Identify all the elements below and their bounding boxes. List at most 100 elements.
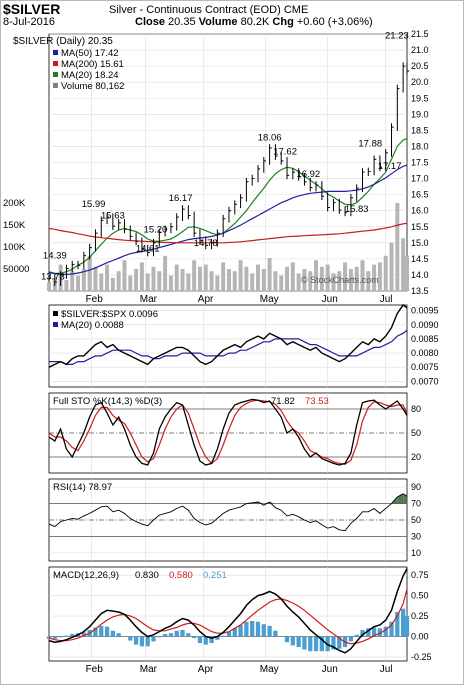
volume-bar — [389, 242, 394, 291]
price-legend-1: MA(200) 15.61 — [61, 59, 124, 70]
volume-bar — [145, 273, 150, 291]
price-y-tick-0: 13.5 — [411, 286, 429, 296]
macd-x-label-3: May — [260, 664, 279, 675]
ticker-symbol: $SILVER — [3, 1, 61, 17]
price-y-tick-11: 19.0 — [411, 109, 429, 119]
macd-x-label-0: Feb — [86, 664, 104, 675]
price-legend-3: Volume 80,162 — [61, 81, 124, 92]
price-x-label-5: Jul — [380, 294, 393, 305]
volume-bar — [244, 266, 249, 291]
macd-histogram-bar — [99, 625, 104, 637]
ratio-y-tick-4: 0.0090 — [411, 320, 439, 330]
macd-panel — [48, 566, 408, 662]
macd-title: MACD(12,26,9) — [53, 570, 119, 581]
rsi-overbought-fill — [403, 493, 407, 504]
volume-bar — [325, 264, 330, 291]
macd-histogram-bar — [273, 630, 278, 637]
chg-value: +0.60 (+3.06%) — [296, 16, 373, 28]
volume-bar — [343, 262, 348, 291]
macd-histogram-bar — [133, 636, 139, 645]
macd-histogram-bar — [404, 616, 410, 637]
price-annotation-10: 16.92 — [296, 169, 320, 180]
macd-x-label-5: Jul — [380, 664, 393, 675]
stochastic-y-tick-1: 50 — [411, 428, 421, 438]
price-annotation-0: 13.73 — [41, 272, 65, 283]
macd-histogram-bar — [354, 634, 359, 637]
volume-bar — [209, 271, 214, 291]
macd-histogram-bar — [58, 636, 63, 638]
stochastic-k-line — [48, 398, 408, 466]
macd-histogram-bar — [296, 636, 301, 648]
macd-histogram-bar — [52, 636, 57, 639]
price-legend-2: MA(20) 18.24 — [61, 70, 119, 81]
price-ma20-line — [48, 138, 408, 274]
rsi-y-tick-2: 50 — [411, 515, 421, 525]
quote-stats: Close 20.35 Volume 80.2K Chg +0.60 (+3.0… — [135, 16, 373, 28]
macd-histogram-bar — [226, 631, 232, 637]
ratio-line — [48, 304, 408, 368]
price-annotation-13: 17.17 — [378, 161, 402, 172]
ratio-legend-0-swatch — [53, 311, 58, 316]
volume-bar — [261, 269, 266, 291]
close-label: Close — [135, 16, 165, 28]
price-annotation-3: 15.63 — [101, 211, 125, 222]
price-y-tick-9: 18.0 — [411, 141, 429, 151]
macd-histogram-bar — [400, 608, 406, 637]
macd-x-label-1: Mar — [140, 664, 158, 675]
ratio-legend-1-swatch — [53, 322, 58, 327]
macd-histogram-bar — [238, 625, 243, 637]
price-legend-3-swatch — [53, 83, 58, 88]
macd-histogram-bar — [255, 621, 261, 637]
macd-histogram-bar — [395, 611, 400, 637]
price-annotation-5: 15.20 — [144, 224, 168, 235]
volume-bar — [128, 275, 133, 291]
price-x-label-2: Apr — [198, 294, 214, 305]
volume-axis-label-1: 150K — [3, 220, 26, 231]
volume-bar — [180, 269, 185, 291]
macd-histogram-bar — [81, 632, 86, 637]
volume-bar — [238, 260, 243, 291]
volume-axis-label-0: 200K — [3, 198, 26, 209]
volume-value: 80.2K — [240, 16, 270, 28]
price-annotation-2: 15.99 — [82, 199, 106, 210]
macd-histogram-bar — [203, 636, 208, 645]
price-y-tick-15: 21.0 — [411, 45, 429, 55]
volume-bar — [81, 269, 86, 291]
volume-bar — [87, 255, 92, 291]
volume-bar — [337, 271, 342, 291]
macd-histogram-bar — [110, 630, 115, 637]
macd-histogram-bar — [371, 627, 377, 637]
volume-bar — [99, 273, 104, 291]
macd-histogram-bar — [348, 636, 354, 642]
volume-bar — [186, 273, 191, 291]
macd-histogram-bar — [209, 636, 214, 644]
rsi-y-tick-3: 70 — [411, 499, 421, 509]
macd-histogram-bar — [215, 636, 220, 640]
volume-bar — [383, 255, 388, 291]
volume-bar — [250, 273, 255, 291]
price-annotation-14: 21.23 — [385, 31, 409, 42]
volume-bar — [151, 266, 156, 291]
volume-bar — [122, 260, 127, 291]
price-y-tick-12: 19.5 — [411, 93, 429, 103]
macd-histogram-bar — [186, 633, 191, 637]
stochastic-d-value: 73.53 — [305, 396, 329, 407]
price-x-label-1: Mar — [140, 294, 158, 305]
volume-bar — [354, 266, 359, 291]
macd-histogram-bar — [122, 636, 127, 637]
volume-label: Volume — [198, 16, 238, 28]
volume-bar — [285, 266, 290, 291]
macd-histogram-bar — [221, 635, 226, 637]
price-y-tick-16: 21.5 — [411, 29, 429, 39]
macd-histogram-bar — [145, 636, 150, 647]
volume-bar — [203, 264, 208, 291]
macd-histogram-bar — [302, 636, 307, 650]
macd-histogram-bar — [180, 629, 185, 637]
volume-bar — [168, 275, 173, 291]
price-annotation-1: 14.39 — [43, 250, 67, 261]
chg-label: Chg — [272, 16, 294, 28]
macd-line — [48, 568, 408, 654]
price-y-tick-3: 15.0 — [411, 238, 429, 248]
rsi-y-tick-4: 90 — [411, 482, 421, 492]
